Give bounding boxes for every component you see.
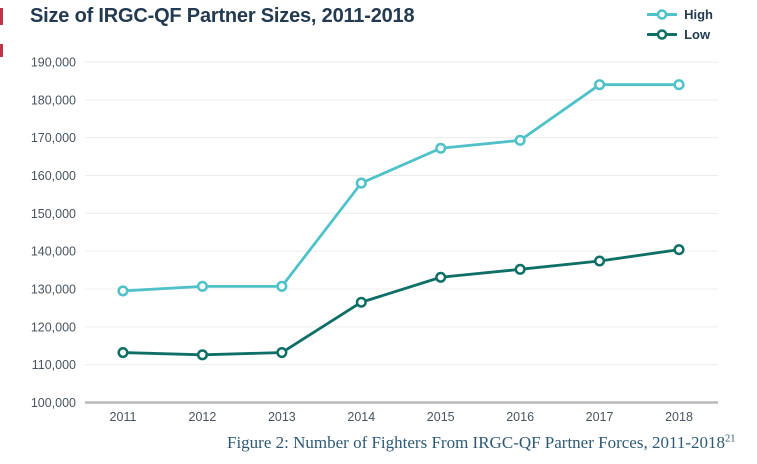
data-point-high-2017 [594,79,606,91]
data-point-high-2012 [196,280,208,292]
data-point-low-2018 [673,244,685,256]
data-point-high-2016 [514,134,526,146]
legend-label: Low [684,27,711,42]
x-tick-label: 2012 [189,410,217,424]
y-tick-label: 140,000 [31,245,76,259]
series-line-low [121,248,681,357]
y-tick-label: 160,000 [31,169,76,183]
data-point-low-2017 [594,255,606,267]
data-point-low-2016 [514,263,526,275]
y-tick-label: 100,000 [31,396,76,410]
y-tick-label: 180,000 [31,93,76,107]
y-tick-label: 110,000 [32,358,76,372]
data-point-low-2015 [435,271,447,283]
legend-label: High [684,7,713,22]
y-tick-label: 170,000 [31,131,76,145]
y-tick-label: 190,000 [31,56,76,70]
data-point-low-2012 [196,349,208,361]
left-edge-red-artifact-bottom [0,44,3,57]
data-point-high-2011 [117,285,129,297]
legend-item-low: Low [647,27,713,42]
chart-legend: High Low [647,7,713,42]
left-edge-red-artifact-top [0,8,3,25]
chart-title: Size of IRGC-QF Partner Sizes, 2011-2018 [30,5,415,27]
x-tick-label: 2017 [586,410,614,424]
legend-item-high: High [647,7,713,22]
data-point-high-2014 [355,177,367,189]
legend-marker-icon [647,29,678,40]
figure-caption-text: Figure 2: Number of Fighters From IRGC-Q… [227,433,725,452]
x-tick-label: 2018 [665,410,693,424]
legend-marker-icon [647,9,678,20]
y-tick-label: 130,000 [31,283,76,297]
series-line-high [121,83,681,293]
x-tick-label: 2016 [506,410,534,424]
data-point-high-2013 [276,280,288,292]
x-tick-label: 2015 [427,410,455,424]
x-tick-label: 2013 [268,410,296,424]
x-tick-label: 2014 [347,410,375,424]
data-point-high-2018 [673,79,685,91]
data-point-low-2011 [117,347,129,359]
y-tick-label: 120,000 [31,320,76,334]
figure-caption: Figure 2: Number of Fighters From IRGC-Q… [227,433,736,453]
figure-caption-footnote-marker: 21 [725,433,736,445]
data-point-low-2014 [355,296,367,308]
y-tick-label: 150,000 [31,207,76,221]
data-point-high-2015 [435,142,447,154]
x-tick-label: 2011 [110,410,137,424]
data-point-low-2013 [276,347,288,359]
